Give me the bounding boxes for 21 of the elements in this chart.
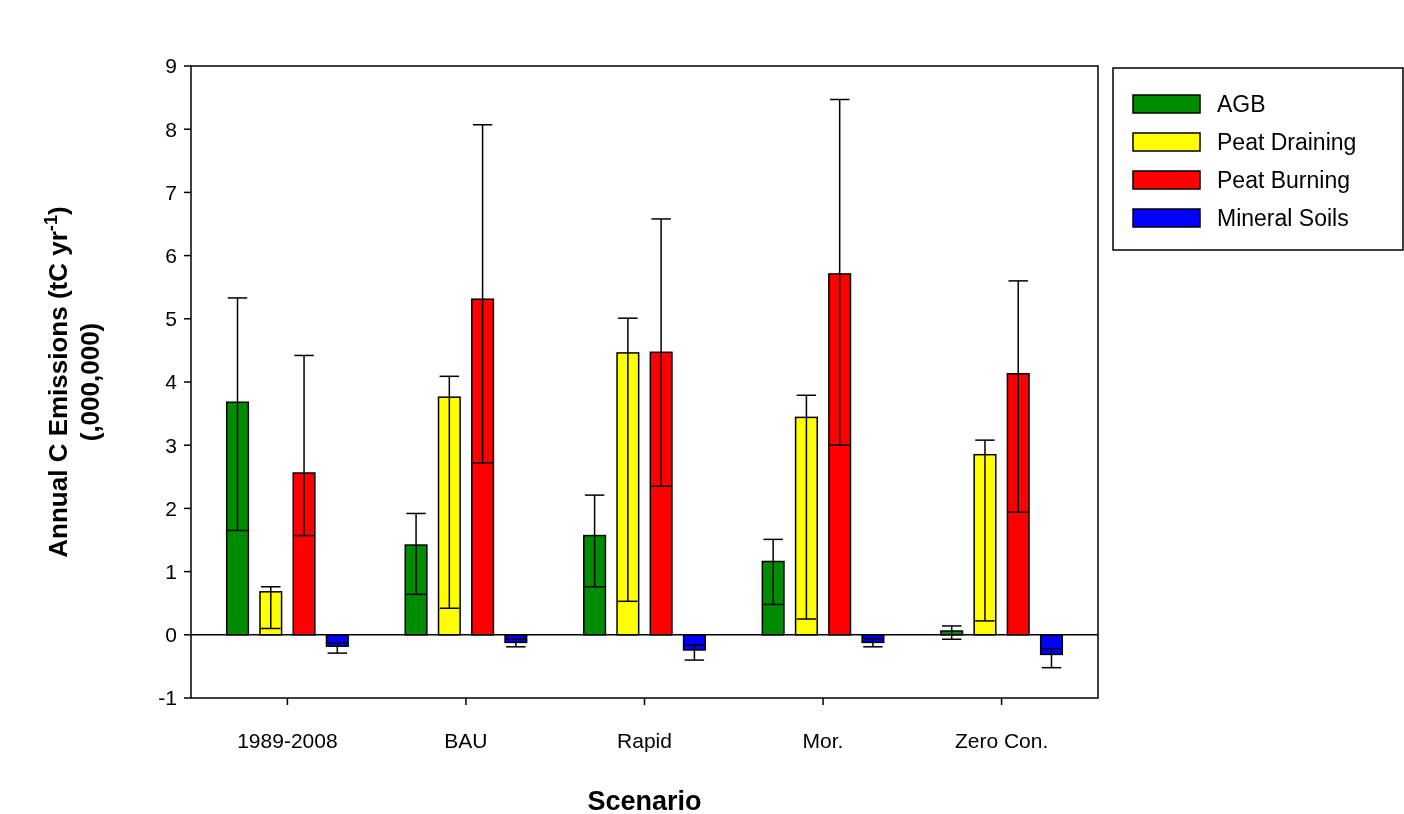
x-tick-label: Zero Con.	[954, 729, 1049, 752]
y-tick-label: 2	[165, 496, 177, 520]
y-tick-label: 1	[165, 559, 177, 583]
x-axis-title: Scenario	[587, 786, 702, 814]
y-tick-label: 0	[165, 623, 177, 647]
legend-label: Peat Burning	[1217, 167, 1350, 194]
legend-label: Mineral Soils	[1217, 205, 1349, 232]
y-tick-label: 5	[165, 307, 177, 331]
y-tick-label: 4	[165, 370, 178, 394]
x-tick-label: Rapid	[617, 729, 672, 752]
y-tick-label: -1	[158, 686, 177, 710]
legend-label: AGB	[1217, 91, 1266, 118]
y-tick-label: 6	[165, 243, 177, 267]
y-tick-label: 9	[165, 54, 177, 78]
legend-label: Peat Draining	[1217, 129, 1357, 156]
x-tick-label: BAU	[444, 729, 488, 752]
x-tick-label: 1989-2008	[237, 729, 338, 752]
y-tick-label: 3	[165, 433, 177, 457]
y-tick-label: 7	[165, 180, 177, 204]
x-tick-label: Mor.	[802, 729, 844, 752]
y-tick-label: 8	[165, 117, 177, 141]
